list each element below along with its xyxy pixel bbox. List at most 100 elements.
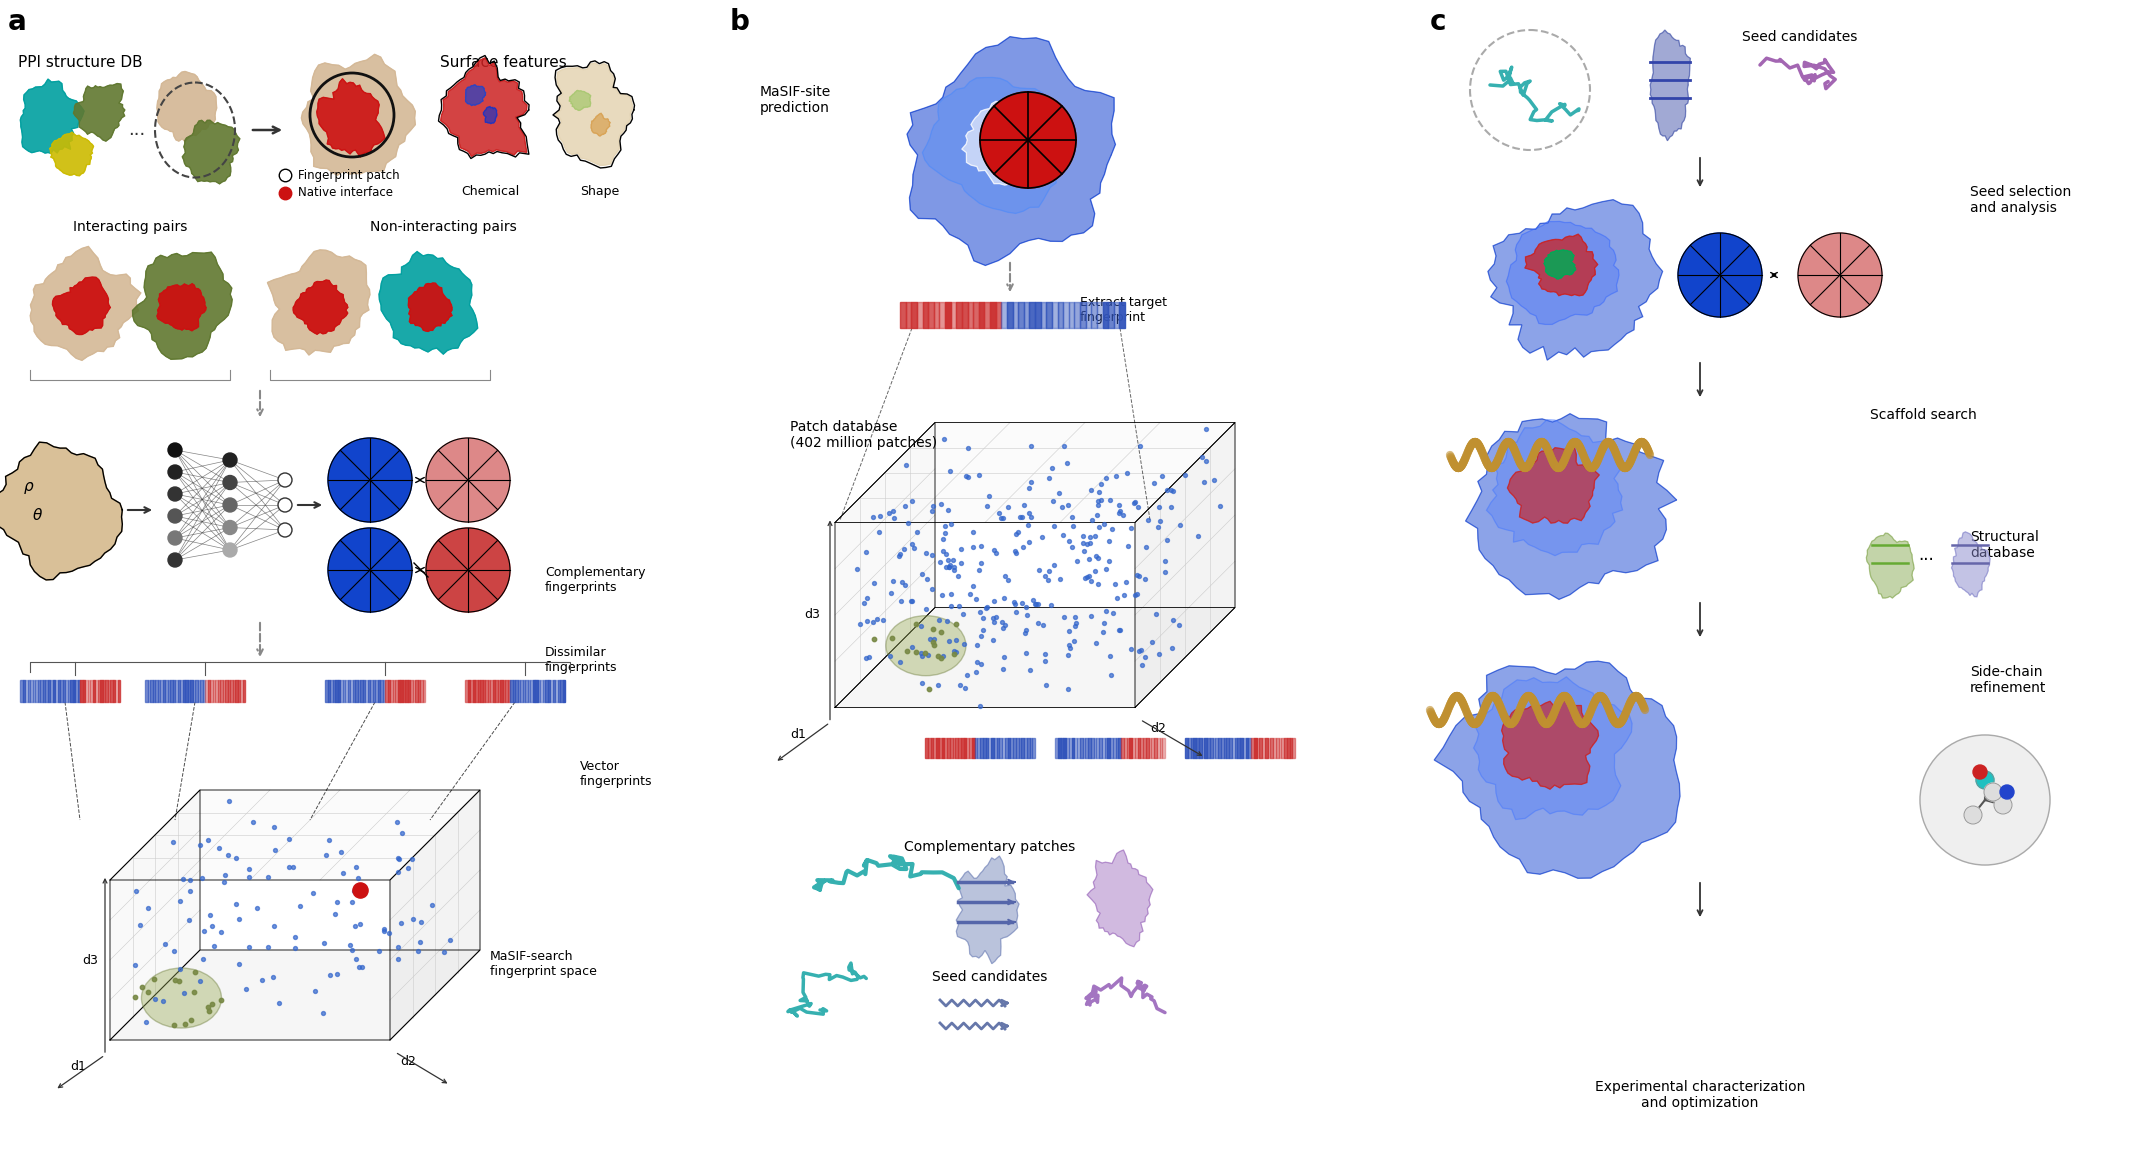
Point	[1058, 614, 1093, 633]
Bar	[1024, 302, 1030, 328]
Bar	[1142, 738, 1146, 757]
Point	[1019, 594, 1054, 613]
Point	[1075, 511, 1110, 530]
Bar	[1237, 738, 1239, 757]
Point	[1021, 614, 1056, 633]
Point	[1103, 502, 1138, 520]
Polygon shape	[1465, 413, 1677, 600]
Text: d2: d2	[1151, 722, 1166, 735]
Bar	[151, 680, 153, 703]
Point	[955, 523, 989, 541]
Circle shape	[222, 453, 237, 467]
Bar	[1080, 738, 1082, 757]
Point	[963, 655, 998, 673]
Bar	[963, 738, 965, 757]
Bar	[394, 680, 397, 703]
Point	[1009, 644, 1043, 663]
Bar	[45, 680, 47, 703]
Point	[321, 893, 356, 911]
Point	[991, 497, 1026, 516]
Point	[1006, 495, 1041, 513]
Polygon shape	[922, 77, 1075, 214]
Circle shape	[1694, 250, 1746, 300]
Point	[985, 509, 1019, 527]
Circle shape	[1806, 242, 1873, 308]
Bar	[550, 680, 552, 703]
Bar	[340, 680, 343, 703]
Point	[1114, 640, 1149, 658]
Point	[220, 848, 254, 867]
Bar	[1259, 738, 1263, 757]
Bar	[1021, 738, 1024, 757]
Bar	[420, 680, 422, 703]
Point	[950, 666, 985, 685]
Bar	[1090, 738, 1093, 757]
Bar	[416, 680, 418, 703]
Bar	[1069, 302, 1075, 328]
Circle shape	[981, 92, 1075, 188]
Point	[933, 461, 968, 480]
Polygon shape	[957, 857, 1019, 964]
Point	[953, 585, 987, 603]
Bar	[931, 738, 933, 757]
Point	[1138, 474, 1172, 492]
Point	[297, 983, 332, 1001]
Bar	[162, 680, 166, 703]
Bar	[1034, 302, 1041, 328]
Bar	[996, 738, 1000, 757]
Point	[950, 468, 985, 487]
Bar	[347, 680, 349, 703]
Bar	[377, 680, 379, 703]
Bar	[1162, 738, 1166, 757]
Bar	[552, 680, 556, 703]
Point	[1056, 517, 1090, 536]
Bar	[1224, 738, 1226, 757]
Point	[1088, 601, 1123, 620]
Bar	[1190, 738, 1194, 757]
Point	[1080, 491, 1114, 510]
Point	[1011, 478, 1045, 497]
Point	[250, 937, 284, 956]
Point	[157, 942, 192, 960]
Point	[192, 1001, 226, 1020]
Bar	[112, 680, 114, 703]
Bar	[1123, 738, 1127, 757]
Bar	[526, 680, 528, 703]
Polygon shape	[110, 950, 481, 1040]
Point	[858, 629, 892, 648]
Bar	[1088, 738, 1090, 757]
Bar	[82, 680, 84, 703]
Point	[119, 987, 153, 1006]
Point	[1000, 544, 1034, 562]
Point	[317, 904, 351, 923]
Bar	[412, 680, 416, 703]
Point	[965, 609, 1000, 628]
Text: Chemical: Chemical	[461, 186, 519, 198]
Circle shape	[1815, 250, 1866, 300]
Bar	[981, 738, 983, 757]
Bar	[1030, 738, 1032, 757]
Point	[978, 608, 1013, 627]
Bar	[397, 680, 401, 703]
Polygon shape	[1487, 200, 1664, 361]
Point	[912, 680, 946, 699]
Point	[1049, 453, 1084, 471]
Circle shape	[168, 443, 181, 457]
Point	[1108, 573, 1142, 592]
Bar	[1019, 738, 1021, 757]
Point	[843, 614, 877, 633]
Bar	[487, 680, 489, 703]
Polygon shape	[834, 608, 1235, 707]
Bar	[957, 302, 961, 328]
Bar	[493, 680, 496, 703]
Circle shape	[278, 473, 291, 487]
Point	[905, 673, 940, 692]
Point	[851, 648, 886, 666]
Text: Surface features: Surface features	[440, 55, 567, 70]
Point	[1162, 616, 1196, 635]
Point	[1093, 490, 1127, 509]
Bar	[369, 680, 371, 703]
Bar	[67, 680, 69, 703]
Bar	[47, 680, 50, 703]
Bar	[1138, 738, 1140, 757]
